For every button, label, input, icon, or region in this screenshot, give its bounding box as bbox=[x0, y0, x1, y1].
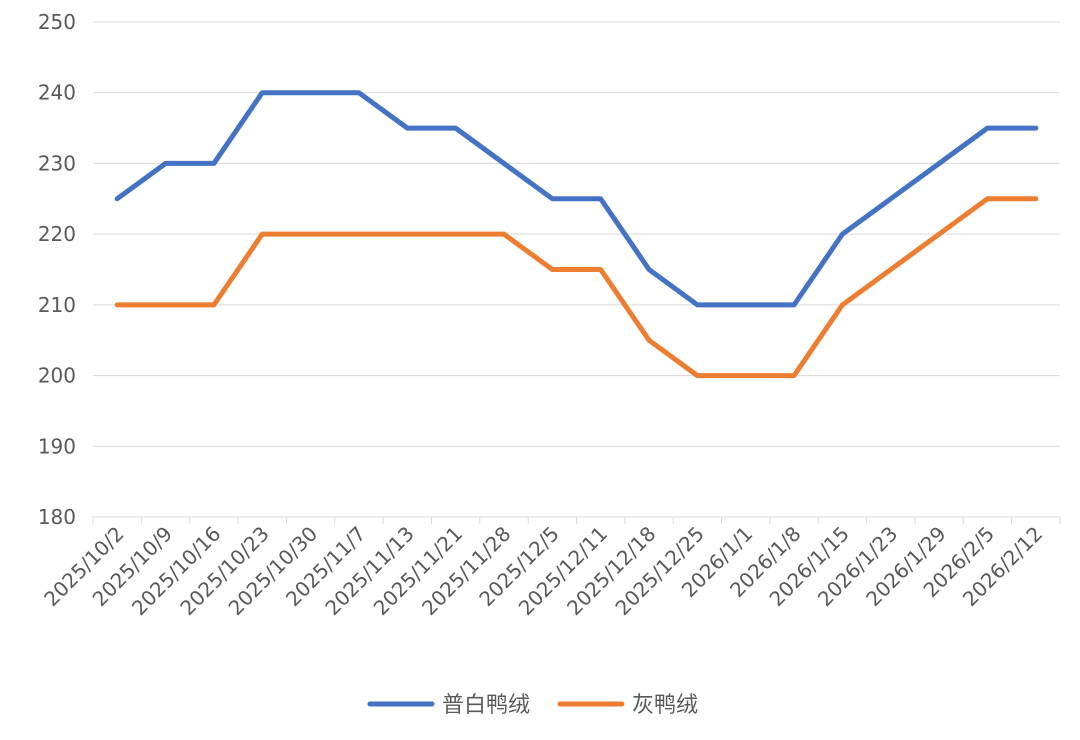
legend-label: 灰鸭绒 bbox=[632, 693, 698, 718]
legend-item: 普白鸭绒 bbox=[367, 693, 530, 718]
gridlines bbox=[93, 21, 1060, 447]
legend-item: 灰鸭绒 bbox=[557, 693, 698, 718]
y-axis: 180 190 200 210 220 230 240 250 bbox=[38, 10, 76, 529]
legend: 普白鸭绒 灰鸭绒 bbox=[367, 693, 698, 718]
y-tick-label: 230 bbox=[38, 151, 76, 175]
y-tick-label: 190 bbox=[38, 434, 76, 458]
series-line-0 bbox=[114, 90, 1039, 308]
y-tick-label: 210 bbox=[38, 293, 76, 317]
y-tick-label: 250 bbox=[38, 10, 76, 34]
y-tick-label: 220 bbox=[38, 222, 76, 246]
x-axis: 2025/10/22025/10/92025/10/162025/10/2320… bbox=[39, 516, 1061, 620]
series-line-1 bbox=[114, 196, 1039, 379]
series-layer bbox=[114, 90, 1039, 379]
y-tick-label: 200 bbox=[38, 364, 76, 388]
y-tick-label: 180 bbox=[38, 505, 76, 529]
y-tick-label: 240 bbox=[38, 81, 76, 105]
legend-label: 普白鸭绒 bbox=[442, 693, 530, 718]
